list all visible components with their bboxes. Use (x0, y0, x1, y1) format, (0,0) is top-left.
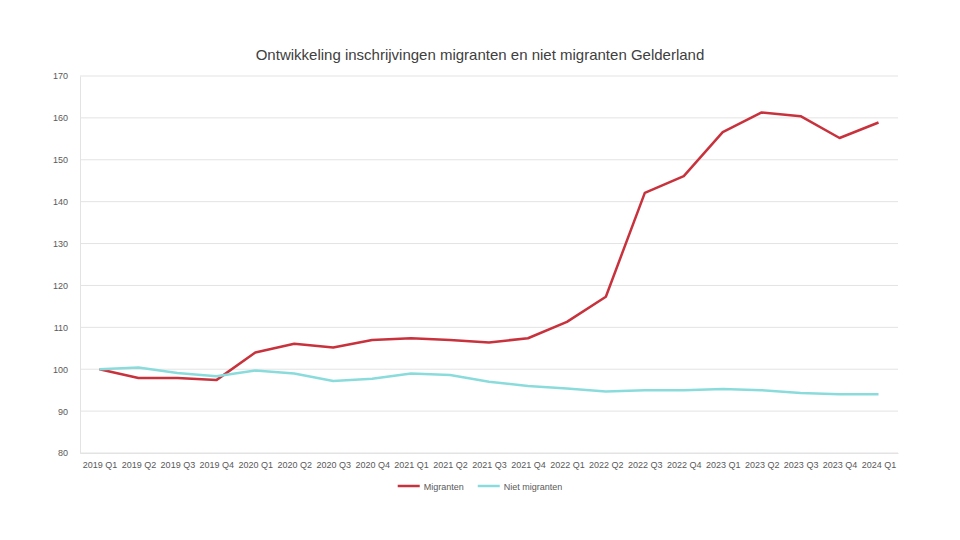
x-tick-label: 2024 Q1 (862, 460, 897, 470)
y-tick: 90 (58, 406, 80, 416)
x-tick: 2023 Q4 (823, 453, 858, 470)
y-tick-label: 150 (53, 155, 68, 165)
legend-label: Niet migranten (504, 482, 563, 492)
x-tick: 2022 Q2 (589, 453, 624, 470)
y-tick-label: 170 (53, 71, 68, 81)
x-tick-label: 2023 Q1 (706, 460, 741, 470)
x-tick: 2019 Q2 (122, 453, 157, 470)
x-tick: 2022 Q3 (628, 453, 663, 470)
y-tick-label: 80 (58, 448, 68, 458)
y-axis-line (80, 77, 81, 454)
chart: Ontwikkeling inschrijvingen migranten en… (0, 0, 960, 540)
legend-swatch (478, 485, 500, 488)
x-tick: 2021 Q3 (472, 453, 507, 470)
x-tick-label: 2021 Q2 (433, 460, 468, 470)
y-axis: 80 90 100 110 120 130 140 150 160 170 (53, 71, 81, 458)
x-tick-label: 2023 Q3 (784, 460, 819, 470)
x-tick: 2019 Q1 (83, 453, 118, 470)
legend-item: Niet migranten (478, 482, 563, 492)
x-tick-label: 2022 Q1 (550, 460, 585, 470)
x-tick-label: 2020 Q4 (355, 460, 390, 470)
x-tick-label: 2019 Q1 (83, 460, 118, 470)
grid-line (80, 76, 898, 77)
x-tick: 2020 Q3 (316, 453, 351, 470)
x-tick: 2020 Q4 (355, 453, 390, 470)
x-tick-label: 2019 Q3 (161, 460, 196, 470)
x-tick-label: 2023 Q2 (745, 460, 780, 470)
x-tick-label: 2022 Q3 (628, 460, 663, 470)
y-tick-label: 130 (53, 239, 68, 249)
x-tick: 2022 Q4 (667, 453, 702, 470)
y-tick-label: 110 (54, 323, 68, 333)
x-tick: 2024 Q1 (862, 453, 897, 470)
x-tick: 2019 Q4 (200, 453, 235, 470)
y-tick: 130 (53, 239, 80, 249)
legend-label: Migranten (424, 482, 464, 492)
grid-line (80, 117, 898, 118)
x-tick-label: 2022 Q4 (667, 460, 702, 470)
x-tick: 2022 Q1 (550, 453, 585, 470)
x-tick: 2021 Q1 (394, 453, 429, 470)
x-tick-label: 2019 Q2 (122, 460, 157, 470)
lines (99, 112, 878, 394)
y-tick: 150 (53, 155, 80, 165)
grid-line (80, 201, 898, 202)
series-line (99, 112, 878, 380)
x-tick: 2020 Q2 (277, 453, 312, 470)
x-tick: 2019 Q3 (161, 453, 196, 470)
x-tick-label: 2022 Q2 (589, 460, 624, 470)
legend-item: Migranten (398, 482, 464, 492)
y-tick-label: 90 (58, 406, 68, 416)
x-tick-label: 2021 Q1 (394, 460, 429, 470)
x-tick-label: 2019 Q4 (200, 460, 235, 470)
grid-line (80, 159, 898, 160)
x-tick-label: 2023 Q4 (823, 460, 858, 470)
grid-line (80, 411, 898, 412)
y-tick-label: 140 (53, 197, 68, 207)
y-tick-label: 120 (53, 281, 68, 291)
y-tick-label: 160 (53, 113, 68, 123)
y-tick: 140 (53, 197, 80, 207)
grid-line (80, 369, 898, 370)
x-tick-label: 2020 Q2 (277, 460, 312, 470)
grid-line (80, 453, 898, 454)
y-tick: 160 (53, 113, 80, 123)
legend-swatch (398, 485, 420, 488)
plot-area: 80 90 100 110 120 130 140 150 160 170 2019 Q1 2019 … (53, 71, 899, 470)
grid-line (80, 243, 898, 244)
y-tick: 110 (54, 323, 80, 333)
grid-line (80, 327, 898, 328)
y-tick: 170 (53, 71, 80, 81)
x-tick: 2021 Q4 (511, 453, 546, 470)
chart-title: Ontwikkeling inschrijvingen migranten en… (256, 46, 705, 63)
legend: Migranten Niet migranten (398, 482, 563, 492)
y-tick-label: 100 (53, 365, 68, 375)
y-tick: 120 (53, 281, 80, 291)
x-tick: 2023 Q3 (784, 453, 819, 470)
grid-line (80, 285, 898, 286)
grid (80, 76, 898, 453)
x-tick: 2023 Q1 (706, 453, 741, 470)
x-tick-label: 2021 Q4 (511, 460, 546, 470)
y-tick: 80 (58, 448, 80, 458)
series-line (99, 368, 878, 395)
x-tick-label: 2020 Q1 (239, 460, 274, 470)
x-tick: 2021 Q2 (433, 453, 468, 470)
x-axis: 2019 Q12019 Q22019 Q32019 Q42020 Q12020 … (81, 453, 899, 470)
x-tick: 2020 Q1 (239, 453, 274, 470)
x-axis-line (81, 453, 899, 454)
x-tick: 2023 Q2 (745, 453, 780, 470)
x-tick-label: 2021 Q3 (472, 460, 507, 470)
y-tick: 100 (53, 365, 80, 375)
x-tick-label: 2020 Q3 (316, 460, 351, 470)
